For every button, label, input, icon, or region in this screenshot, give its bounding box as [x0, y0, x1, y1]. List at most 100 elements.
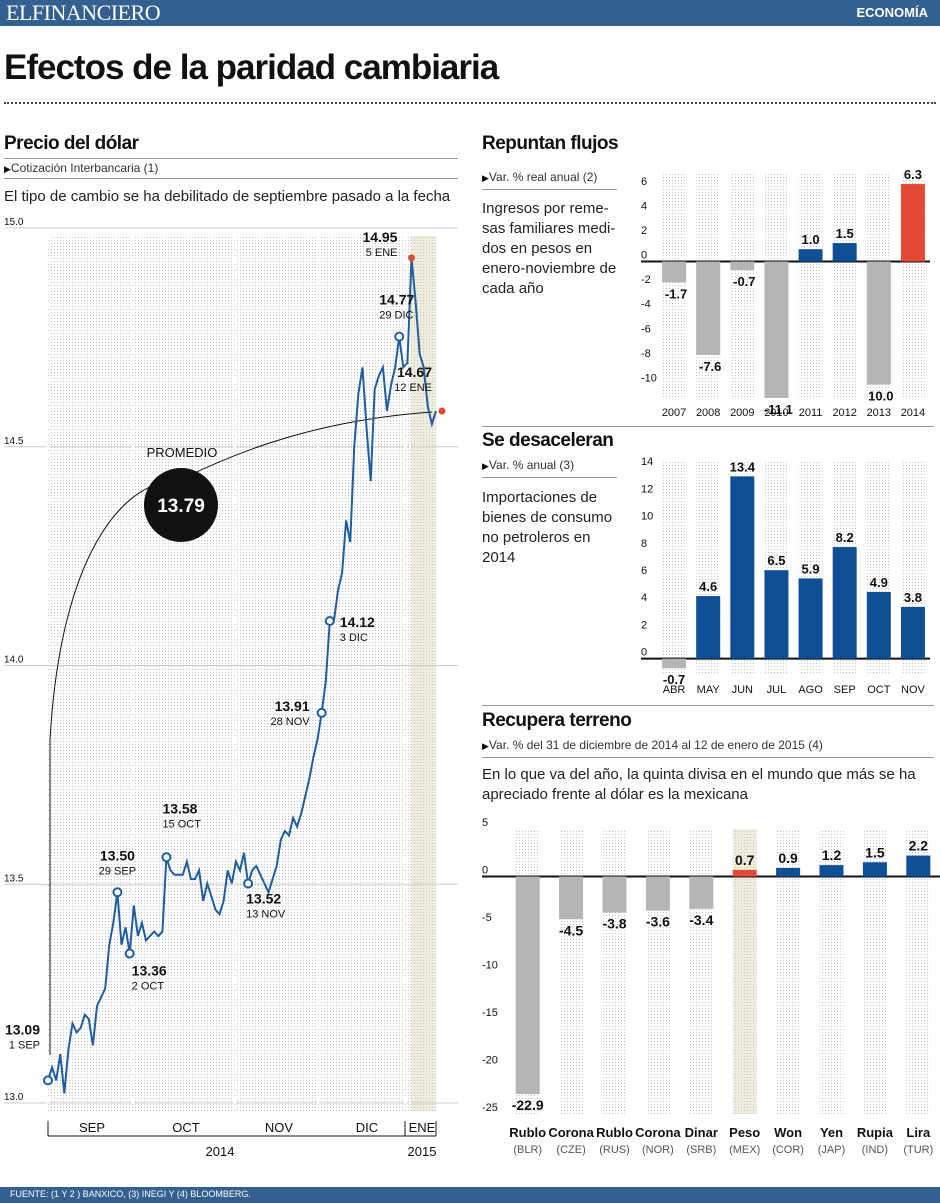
divisas-y-tick: -20 — [482, 1055, 498, 1067]
importaciones-y-tick: 0 — [641, 647, 647, 659]
dolar-point-date: 29 SEP — [99, 865, 136, 877]
divisas-bar — [645, 876, 670, 911]
divisas-bar — [862, 862, 887, 877]
importaciones-bar — [798, 578, 823, 659]
importaciones-column-background — [662, 460, 687, 675]
remesas-column-background — [798, 173, 823, 398]
divisas-value-label: 1.5 — [865, 844, 885, 860]
divisas-category-label: Corona — [635, 1125, 681, 1140]
title-divider — [4, 102, 936, 104]
remesas-bar — [730, 261, 755, 271]
dolar-point-marker — [438, 407, 446, 415]
divisas-category-label: Peso — [729, 1125, 760, 1140]
dolar-point-marker — [124, 948, 135, 959]
divisas-rule — [482, 757, 934, 758]
divisas-bar — [819, 865, 844, 877]
importaciones-description: Importaciones de bienes de consumo no pe… — [482, 489, 613, 566]
divisas-category-code: (NOR) — [642, 1144, 674, 1156]
remesas-y-tick: -2 — [641, 274, 651, 286]
dolar-month-label: DIC — [356, 1120, 378, 1135]
divisas-value-label: 2.2 — [909, 838, 929, 854]
remesas-category-label: 2010 — [764, 407, 788, 419]
dolar-title: Precio del dólar — [4, 133, 139, 154]
dolar-point-marker — [243, 878, 254, 889]
importaciones-bar — [900, 606, 925, 659]
divisas-value-label: -22.9 — [512, 1097, 544, 1113]
dolar-point-value: 14.67 — [397, 364, 432, 380]
remesas-value-label: -11.1 — [764, 402, 793, 417]
remesas-title: Repuntan flujos — [482, 133, 619, 154]
remesas-value-label: 6.3 — [904, 167, 922, 182]
dolar-year-label: 2015 — [408, 1144, 437, 1159]
importaciones-value-label: 13.4 — [730, 459, 756, 474]
dolar-point-date: 15 OCT — [162, 818, 201, 830]
dolar-subtitle: Cotización Interbancaria (1) — [4, 161, 158, 175]
dolar-point-date: 29 DIC — [379, 310, 413, 322]
divisas-category-code: (TUR) — [903, 1144, 933, 1156]
remesas-category-label: 2012 — [832, 407, 856, 419]
importaciones-value-label: 4.6 — [699, 579, 717, 594]
divisas-bar — [559, 876, 584, 920]
importaciones-rule — [482, 477, 617, 478]
brand-logo: ELFINANCIERO — [6, 0, 161, 25]
dolar-point-value: 14.95 — [362, 229, 397, 245]
dolar-point-date: 28 NOV — [271, 716, 311, 728]
importaciones-category-label: AGO — [798, 684, 823, 696]
page-title: Efectos de la paridad cambiaria — [4, 48, 499, 87]
divisas-title: Recupera terreno — [482, 710, 632, 731]
remesas-category-label: 2013 — [867, 407, 891, 419]
divisas-value-label: -3.4 — [689, 912, 713, 928]
divisas-category-label: Lira — [906, 1125, 931, 1140]
dolar-month-label: SEP — [79, 1120, 105, 1135]
remesas-bar — [764, 261, 789, 398]
dolar-point-value: 13.91 — [275, 698, 310, 714]
divisas-y-tick: -15 — [482, 1007, 498, 1019]
remesas-bar — [662, 261, 687, 283]
dolar-y-tick: 13.5 — [4, 873, 24, 884]
remesas-value-label: -1.7 — [665, 286, 687, 301]
dolar-point-value: 13.36 — [132, 963, 167, 979]
dolar-point-value: 13.52 — [246, 891, 281, 907]
divisas-column-background — [689, 829, 714, 1114]
divisas-category-code: (SRB) — [686, 1144, 716, 1156]
divisas-bar — [776, 867, 801, 877]
dolar-2015-background — [410, 236, 436, 1111]
remesas-y-tick: 4 — [641, 200, 647, 212]
remesas-y-tick: 0 — [641, 250, 647, 262]
importaciones-value-label: 3.8 — [904, 590, 922, 605]
dolar-y-tick: 15.0 — [4, 217, 24, 228]
dolar-point-marker — [324, 616, 335, 626]
divisas-value-label: -3.8 — [602, 916, 626, 932]
dolar-month-label: NOV — [265, 1120, 294, 1135]
divisas-bar — [689, 876, 714, 909]
remesas-bar — [798, 249, 823, 262]
remesas-y-tick: -8 — [641, 348, 651, 360]
dolar-point-value: 13.09 — [5, 1021, 40, 1037]
importaciones-category-label: JUN — [732, 684, 753, 696]
importaciones-y-tick: 2 — [641, 619, 647, 631]
divisas-value-label: 0.7 — [735, 852, 755, 868]
divisas-category-label: Rublo — [596, 1125, 633, 1140]
divisas-category-label: Corona — [548, 1125, 594, 1140]
divisas-bar — [906, 855, 931, 877]
divisas-category-label: Yen — [820, 1125, 843, 1140]
importaciones-y-tick: 6 — [641, 565, 647, 577]
dolar-point-marker — [316, 707, 327, 718]
remesas-category-label: 2009 — [730, 407, 754, 419]
importaciones-category-label: SEP — [834, 684, 856, 696]
divisas-category-label: Dinar — [685, 1125, 718, 1140]
importaciones-subtitle: Var. % anual (3) — [482, 458, 574, 472]
importaciones-bottom-rule — [482, 705, 934, 706]
importaciones-bar — [832, 547, 857, 659]
dolar-point-date: 3 DIC — [340, 632, 368, 644]
divisas-value-label: 0.9 — [778, 850, 798, 866]
dolar-point-value: 13.50 — [100, 847, 135, 863]
importaciones-bar — [730, 476, 755, 659]
importaciones-y-tick: 12 — [641, 483, 653, 495]
dolar-point-marker — [112, 887, 123, 898]
dolar-y-tick: 13.0 — [4, 1092, 24, 1103]
dolar-point-marker — [161, 852, 172, 863]
remesas-category-label: 2007 — [662, 407, 686, 419]
dolar-year-label: 2014 — [206, 1144, 235, 1159]
